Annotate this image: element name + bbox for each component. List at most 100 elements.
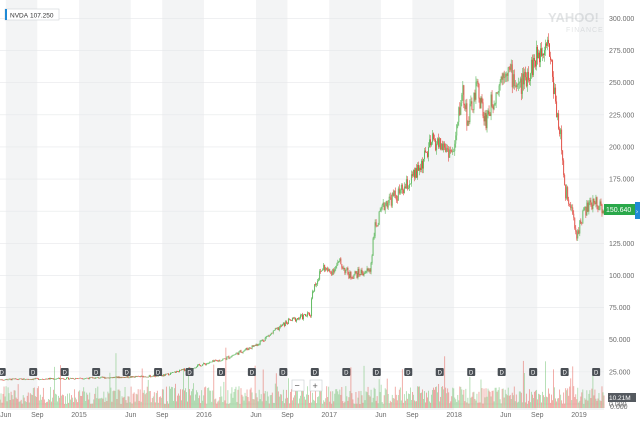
volume-bar [408,394,410,408]
volume-bar [2,393,4,408]
candle-body [100,376,102,379]
volume-bar [143,390,145,408]
volume-bar [330,391,332,408]
volume-bar [439,401,441,408]
volume-bar [529,402,531,408]
volume-bar [126,402,128,408]
time-band [79,0,131,410]
zoom-out-button[interactable]: − [291,379,305,392]
volume-bar [235,386,237,408]
candle-body [247,349,249,350]
candle-body [173,371,175,373]
volume-bar [69,393,70,408]
candle-body [217,360,219,362]
volume-bar [443,389,445,408]
volume-bar [333,401,335,408]
volume-bar [64,403,65,408]
candle-body [469,103,471,123]
candle-body [122,377,124,378]
volume-bar [95,388,97,408]
volume-bar [68,402,69,408]
candle-body [460,103,462,115]
candle-body [417,164,418,178]
volume-bar [13,390,15,408]
volume-bar [85,400,87,408]
candle-body [56,378,57,380]
volume-bar [458,400,460,408]
candle-body [396,199,398,201]
ticker-badge[interactable]: NVDA 107.250 [4,8,60,21]
right-scroll-handle[interactable]: › [635,202,640,219]
volume-bar [593,395,595,408]
zoom-in-button[interactable]: + [309,379,323,392]
candle-body [481,97,483,103]
ticker-symbol: NVDA [10,13,29,20]
candle-body [270,332,272,335]
candle-body [309,312,311,316]
volume-bar [390,402,392,408]
candle-body [555,87,557,102]
volume-bar [451,396,453,408]
candle-body [538,52,539,59]
candle-body [20,378,22,380]
volume-bar [63,395,64,408]
candle-body [492,106,494,110]
candle-body [321,270,323,272]
volume-bar [153,392,155,408]
candle-body [133,376,135,378]
candle-body [514,85,516,87]
volume-bar [231,387,233,408]
volume-bar [557,398,559,408]
volume-bar [108,393,110,408]
dividend-marker: D [92,368,101,377]
candle-body [442,143,444,151]
volume-bar [246,389,248,408]
volume-bar [570,378,572,408]
candle-body [474,92,476,100]
candle-body [575,228,577,232]
candle-body [129,376,131,378]
candle-body [533,57,535,61]
candle-body [467,120,469,126]
candle-body [170,372,172,374]
candle-body [356,272,358,278]
volume-bar [530,391,532,408]
candle-body [506,73,508,76]
candle-body [71,378,73,379]
dividend-marker: D [185,368,194,377]
current-price-badge: 150.640 [604,204,635,215]
candle-body [535,46,537,67]
volume-bar [199,395,201,408]
candle-body [459,107,461,115]
candle-body [255,344,257,346]
volume-bar [257,401,259,408]
volume-bar [138,400,140,408]
candle-body [293,317,295,319]
volume-bar [526,403,528,408]
candle-body [457,122,459,125]
volume-bar [340,394,342,408]
candle-body [82,378,84,380]
candle-body [520,78,522,94]
volume-bar [489,391,491,408]
candle-body [323,264,325,270]
candle-body [68,377,70,380]
volume-bar [78,391,80,408]
dividend-marker: D [435,368,444,377]
volume-bar [39,394,41,408]
volume-bar [602,392,604,408]
candle-body [33,378,35,380]
volume-bar [538,393,539,408]
volume-bar [431,394,432,408]
candle-body [527,71,529,81]
volume-bar [495,387,497,408]
volume-bar [577,387,579,408]
candle-body [411,174,413,176]
candle-body [209,361,211,364]
volume-bar [584,398,586,408]
candle-body [223,358,225,360]
volume-bar [572,366,574,408]
volume-bar [448,392,450,408]
volume-bar [282,389,284,408]
candle-body [556,101,558,118]
